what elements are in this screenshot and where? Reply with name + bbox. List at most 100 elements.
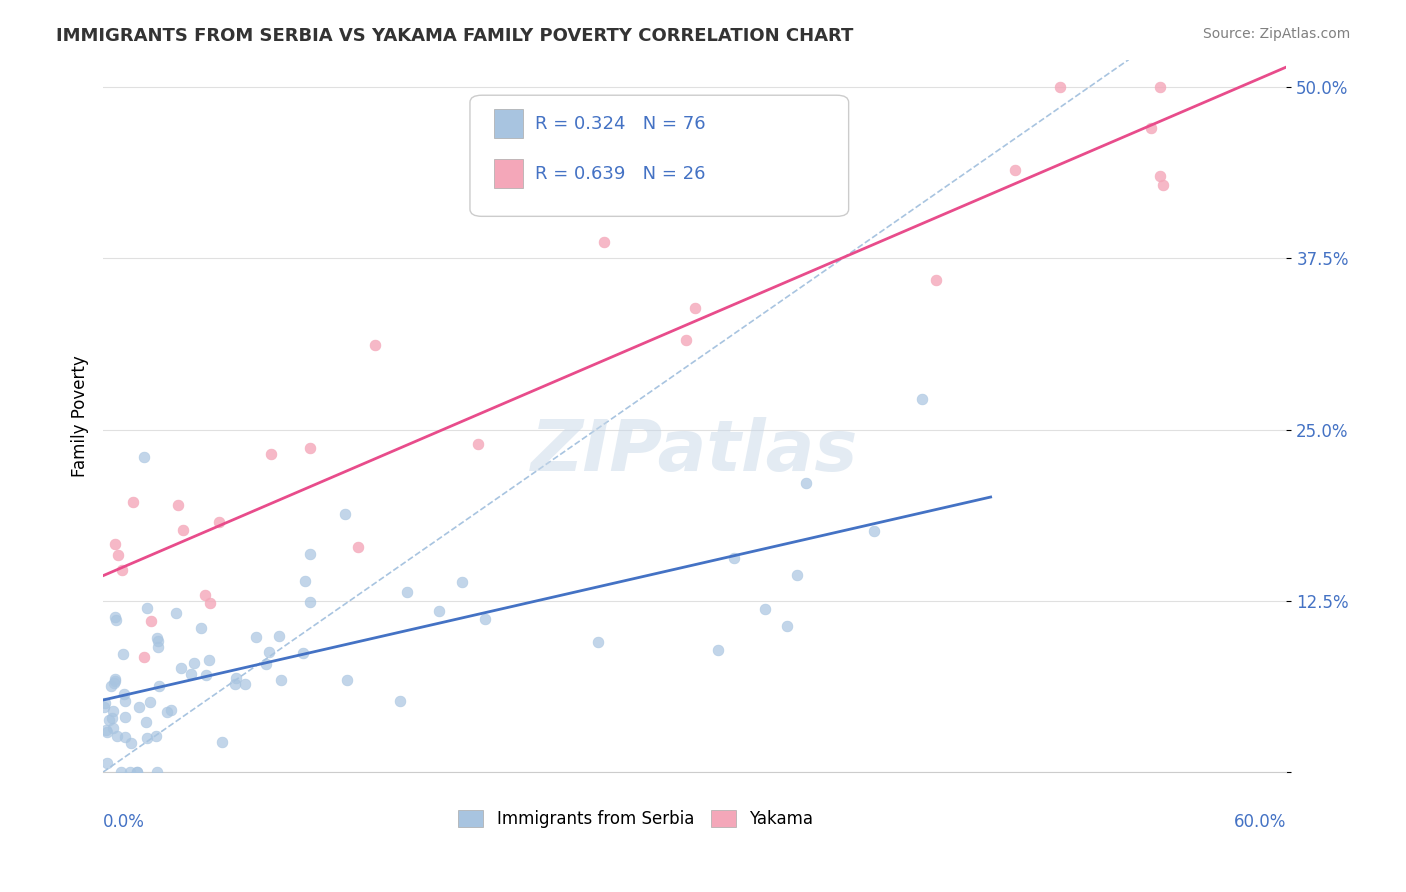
Point (132, 450, 155, 464)
FancyBboxPatch shape (494, 110, 523, 138)
Point (104, 609, 127, 624)
Point (139, 695, 162, 709)
Point (254, 657, 277, 671)
Point (1049, 80, 1071, 95)
Point (925, 273, 948, 287)
Point (114, 730, 136, 744)
Point (451, 574, 474, 589)
Point (98, 713, 121, 727)
Point (863, 524, 886, 539)
Point (96, 724, 118, 739)
Point (675, 333, 697, 347)
Point (105, 729, 128, 743)
Point (208, 516, 231, 530)
Point (104, 672, 127, 686)
Point (1149, 169, 1171, 184)
Point (347, 541, 370, 555)
Point (156, 705, 179, 719)
Point (107, 548, 129, 562)
Point (233, 677, 256, 691)
Point (104, 537, 127, 551)
Text: Source: ZipAtlas.com: Source: ZipAtlas.com (1202, 27, 1350, 41)
Point (125, 765, 148, 780)
Point (796, 475, 818, 490)
Point (1140, 120, 1163, 135)
Point (299, 441, 322, 455)
Point (93, 700, 115, 714)
Point (225, 671, 247, 685)
Point (1004, 163, 1026, 178)
FancyBboxPatch shape (470, 95, 849, 217)
Point (198, 653, 221, 667)
Y-axis label: Family Poverty: Family Poverty (72, 355, 89, 476)
Point (127, 765, 149, 780)
Point (190, 622, 212, 636)
Point (180, 667, 202, 681)
Point (776, 619, 799, 633)
Point (183, 657, 205, 671)
Point (1149, 80, 1171, 95)
Point (146, 631, 169, 645)
Point (911, 392, 934, 407)
Point (165, 606, 187, 620)
Point (586, 635, 609, 649)
Text: R = 0.639   N = 26: R = 0.639 N = 26 (536, 165, 706, 183)
Point (146, 640, 169, 654)
Point (94, 696, 117, 710)
Point (112, 687, 135, 701)
Point (245, 630, 267, 644)
Point (121, 494, 143, 508)
Point (101, 721, 124, 735)
Point (270, 673, 292, 688)
Point (723, 550, 745, 565)
Point (224, 677, 246, 691)
Point (105, 613, 128, 627)
Point (160, 703, 183, 717)
Point (114, 710, 136, 724)
Text: IMMIGRANTS FROM SERBIA VS YAKAMA FAMILY POVERTY CORRELATION CHART: IMMIGRANTS FROM SERBIA VS YAKAMA FAMILY … (56, 27, 853, 45)
Point (135, 731, 157, 745)
Point (194, 588, 217, 602)
Point (136, 600, 159, 615)
Point (333, 507, 356, 521)
Point (148, 634, 170, 648)
Point (100, 679, 122, 693)
Point (1152, 178, 1174, 192)
FancyBboxPatch shape (494, 160, 523, 188)
Point (104, 674, 127, 689)
Point (111, 563, 134, 577)
Point (135, 715, 157, 730)
Point (198, 596, 221, 610)
Point (94, 723, 117, 738)
Point (706, 643, 728, 657)
Point (754, 602, 776, 616)
Text: ZIPatlas: ZIPatlas (531, 417, 859, 486)
Point (298, 547, 321, 561)
Point (112, 647, 135, 661)
Point (101, 705, 124, 719)
Point (114, 694, 136, 708)
Point (474, 612, 496, 626)
Point (134, 650, 156, 665)
Point (294, 574, 316, 589)
Point (141, 615, 163, 629)
Point (683, 301, 706, 315)
Point (101, 711, 124, 725)
Point (103, 676, 125, 690)
Point (388, 694, 411, 708)
Point (146, 765, 169, 780)
Point (257, 645, 280, 659)
Point (336, 673, 359, 687)
Legend: Immigrants from Serbia, Yakama: Immigrants from Serbia, Yakama (451, 804, 820, 835)
Text: 60.0%: 60.0% (1234, 814, 1286, 831)
Point (96, 756, 118, 771)
Point (593, 235, 616, 249)
Point (467, 437, 489, 451)
Point (299, 595, 322, 609)
Point (172, 523, 194, 537)
Text: 0.0%: 0.0% (103, 814, 145, 831)
Point (148, 679, 170, 693)
Point (170, 661, 193, 675)
Point (120, 765, 142, 780)
Point (267, 629, 290, 643)
